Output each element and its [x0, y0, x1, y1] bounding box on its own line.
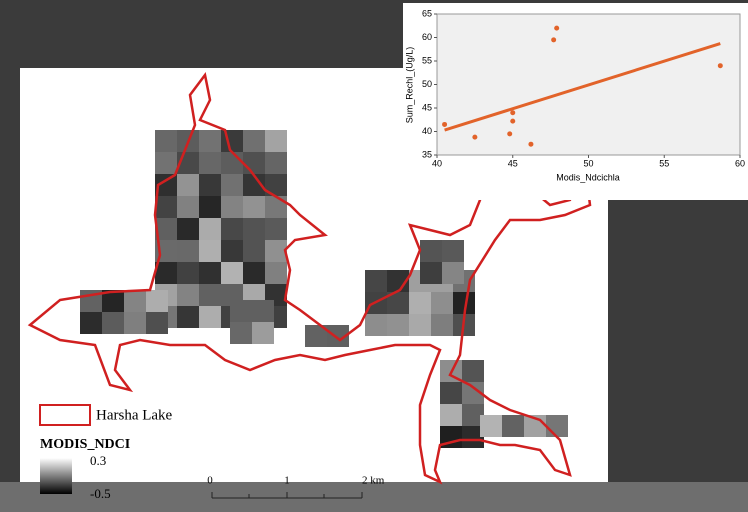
raster-cell [177, 284, 199, 306]
legend-min: -0.5 [90, 486, 111, 501]
raster-cell [155, 152, 177, 174]
scale-label: 0 [207, 475, 213, 487]
raster-cell [177, 240, 199, 262]
raster-cell [155, 196, 177, 218]
raster-cell [440, 404, 462, 426]
raster-cell [102, 312, 124, 334]
legend-title: MODIS_NDCI [40, 437, 130, 452]
point [528, 142, 533, 147]
point [472, 135, 477, 140]
raster-cell [177, 306, 199, 328]
legend-max: 0.3 [90, 453, 106, 468]
raster-cell [146, 312, 168, 334]
raster-cell [265, 240, 287, 262]
y-tick-label: 65 [422, 8, 432, 18]
raster-cell [462, 360, 484, 382]
point [554, 26, 559, 31]
y-axis-label: Sum_Rechl_(Ug/L) [404, 47, 414, 124]
raster-cell [230, 300, 252, 322]
raster-cell [265, 196, 287, 218]
raster-cell [442, 240, 464, 262]
x-axis-label: Modis_Ndcichla [556, 172, 620, 182]
raster-cell [243, 152, 265, 174]
x-tick-label: 45 [508, 158, 518, 168]
raster-cell [221, 240, 243, 262]
raster-cell [480, 415, 502, 437]
raster-cell [243, 196, 265, 218]
raster-cell [221, 152, 243, 174]
y-tick-label: 40 [422, 126, 432, 136]
raster-cell [199, 196, 221, 218]
y-tick-label: 60 [422, 32, 432, 42]
raster-cell [177, 196, 199, 218]
raster-cell [365, 270, 387, 292]
y-tick-label: 45 [422, 102, 432, 112]
raster-cell [155, 130, 177, 152]
y-tick-label: 35 [422, 149, 432, 159]
raster-cell [221, 196, 243, 218]
raster-cell [420, 240, 442, 262]
raster-cell [252, 300, 274, 322]
raster-cell [365, 314, 387, 336]
raster-cell [440, 382, 462, 404]
raster-cell [199, 130, 221, 152]
raster-cell [265, 152, 287, 174]
raster-cell [177, 218, 199, 240]
raster-cell [243, 240, 265, 262]
point [510, 110, 515, 115]
raster-cell [243, 218, 265, 240]
point [510, 119, 515, 124]
raster-cell [199, 152, 221, 174]
raster-cell [252, 322, 274, 344]
x-tick-label: 50 [583, 158, 593, 168]
raster-cell [80, 312, 102, 334]
point [442, 122, 447, 127]
x-tick-label: 55 [659, 158, 669, 168]
raster-cell [124, 312, 146, 334]
scale-label: 1 [284, 475, 290, 487]
raster-cell [442, 262, 464, 284]
raster-cell [221, 262, 243, 284]
raster-cell [243, 262, 265, 284]
raster-cell [420, 262, 442, 284]
raster-cell [221, 174, 243, 196]
raster-cell [199, 174, 221, 196]
raster-cell [409, 314, 431, 336]
raster-cell [124, 290, 146, 312]
x-tick-label: 40 [432, 158, 442, 168]
legend-label: Harsha Lake [96, 407, 173, 423]
point [551, 37, 556, 42]
raster-cell [387, 314, 409, 336]
raster-cell [221, 130, 243, 152]
raster-cell [199, 240, 221, 262]
raster-cell [409, 292, 431, 314]
y-tick-label: 55 [422, 55, 432, 65]
raster-cell [199, 306, 221, 328]
raster-cell [230, 322, 252, 344]
raster-cell [177, 262, 199, 284]
raster-cell [431, 292, 453, 314]
y-tick-label: 50 [422, 79, 432, 89]
scale-label: 2 km [362, 475, 385, 487]
point [718, 63, 723, 68]
slide: Harsha Lake MODIS_NDCI 0.3 -0.5 0 1 2 km… [0, 0, 748, 512]
raster-cell [265, 218, 287, 240]
raster-cell [431, 314, 453, 336]
x-tick-label: 60 [735, 158, 745, 168]
raster-cell [146, 290, 168, 312]
raster-cell [221, 218, 243, 240]
legend-ramp [40, 458, 72, 494]
raster-cell [199, 218, 221, 240]
raster-cell [265, 130, 287, 152]
raster-cell [265, 262, 287, 284]
point [507, 131, 512, 136]
raster-cell [199, 262, 221, 284]
raster-cell [199, 284, 221, 306]
raster-cell [243, 130, 265, 152]
raster-cell [546, 415, 568, 437]
raster-cell [502, 415, 524, 437]
raster-cell [177, 174, 199, 196]
